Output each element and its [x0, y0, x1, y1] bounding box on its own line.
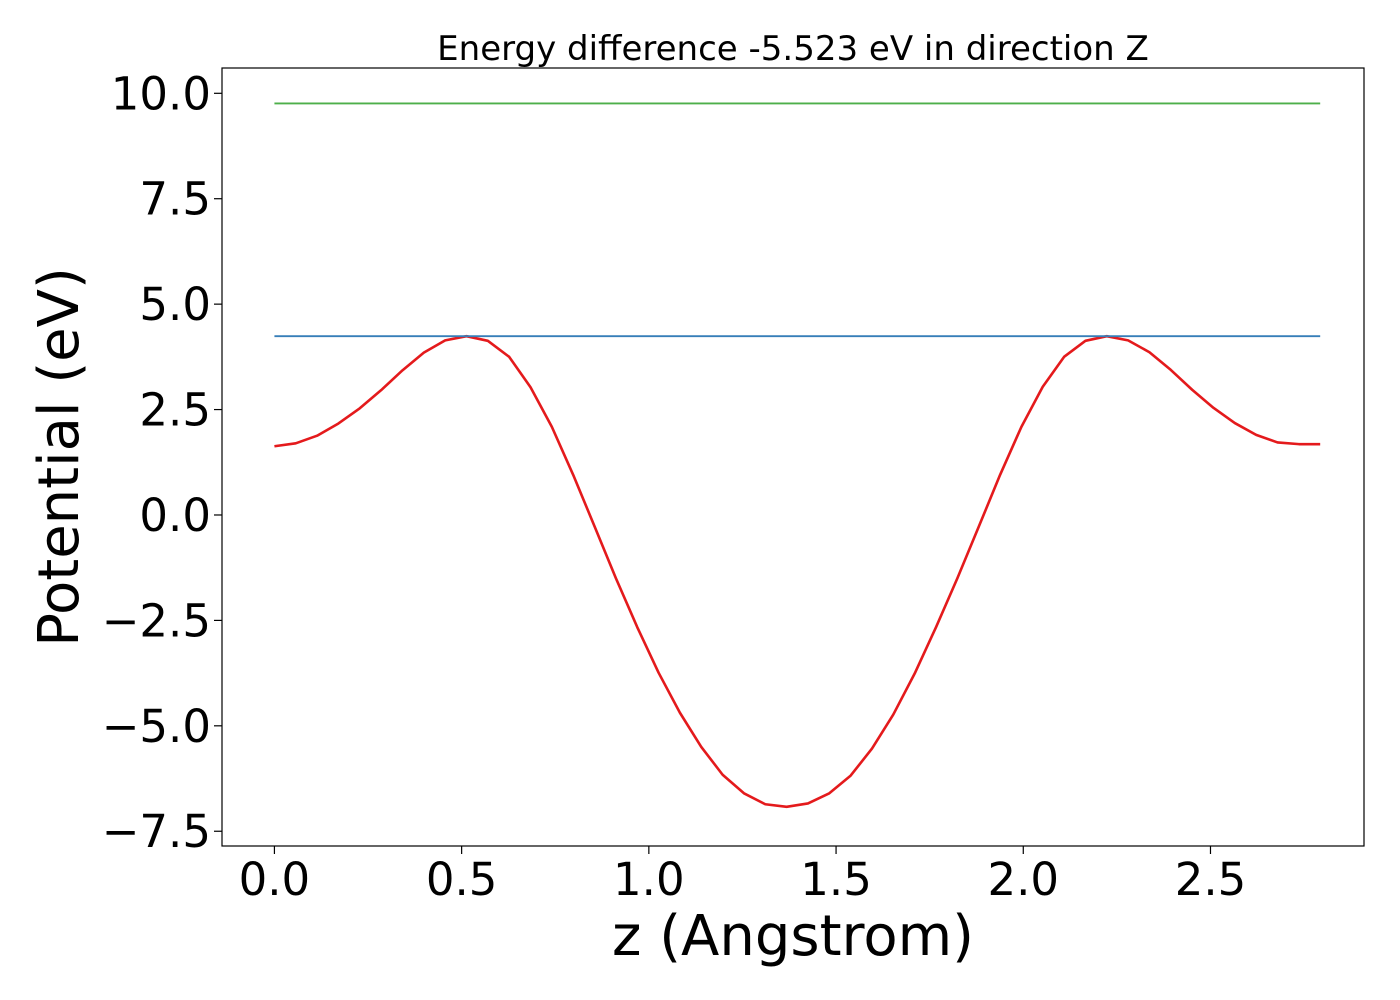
potential-line: [274, 334, 1321, 809]
x-tick-label: 1.0: [613, 853, 685, 906]
y-tick-label: 0.0: [139, 489, 211, 542]
series-layer: [274, 102, 1321, 809]
ticks-layer: 0.0 0.5 1.0 1.5 2.0 2.5 10.0 7.5 5.0 2.5 0.0 −2.5 −5…: [102, 67, 1247, 906]
x-tick-label: 2.0: [987, 853, 1059, 906]
plot-frame: [221, 67, 1365, 847]
y-tick-label: −2.5: [102, 594, 211, 647]
y-tick-label: 10.0: [111, 67, 211, 120]
x-tick-label: 2.5: [1175, 853, 1247, 906]
y-tick-label: −5.0: [102, 700, 211, 753]
y-tick-label: −7.5: [102, 805, 211, 858]
x-tick-label: 0.0: [239, 853, 311, 906]
chart-title: Energy difference -5.523 eV in direction…: [437, 29, 1149, 69]
y-tick-label: 7.5: [139, 173, 211, 226]
y-tick-label: 2.5: [139, 384, 211, 437]
x-axis-label: z (Angstrom): [612, 904, 974, 969]
x-tick-label: 0.5: [426, 853, 498, 906]
y-tick-label: 5.0: [139, 278, 211, 331]
x-tick-label: 1.5: [800, 853, 872, 906]
y-axis-label: Potential (eV): [27, 267, 92, 647]
